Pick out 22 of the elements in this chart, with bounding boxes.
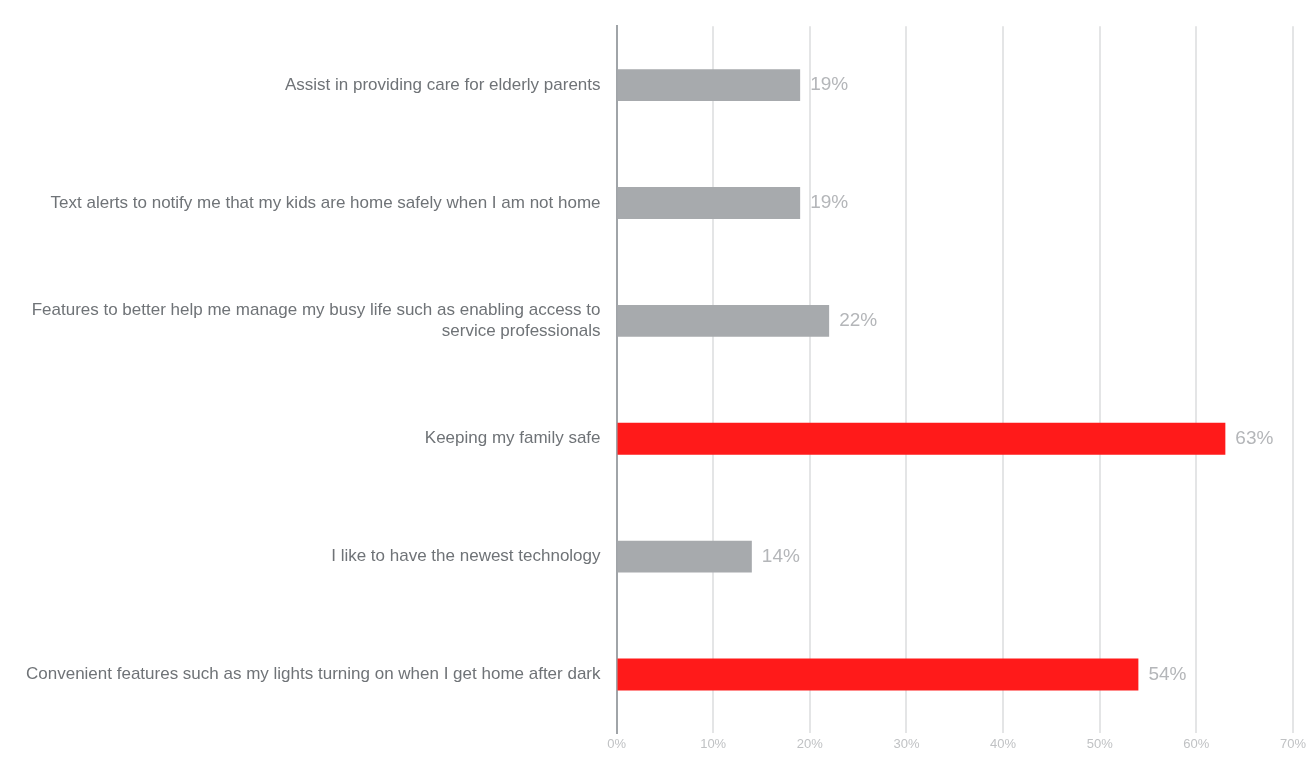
x-tick-label: 50% bbox=[1086, 735, 1114, 751]
x-tick-label: 10% bbox=[700, 735, 727, 751]
x-tick-label: 40% bbox=[990, 735, 1017, 751]
data-label: 14% bbox=[761, 544, 800, 566]
y-tick-label: Convenient features such as my lights turning on when I get home after dark bbox=[25, 664, 602, 684]
data-label: 19% bbox=[810, 191, 849, 213]
bar bbox=[617, 658, 1139, 691]
y-tick-label: I like to have the newest technology bbox=[331, 546, 602, 566]
y-tick-label: Text alerts to notify me that my kids are home safely when I am not home bbox=[50, 192, 601, 212]
data-label: 54% bbox=[1148, 662, 1187, 684]
y-tick-label: Assist in providing care for elderly parents bbox=[284, 74, 601, 94]
x-tick-label: 60% bbox=[1183, 735, 1210, 751]
y-tick-label: Keeping my family safe bbox=[424, 428, 601, 448]
data-label: 19% bbox=[810, 73, 849, 95]
x-tick-label: 70% bbox=[1279, 735, 1307, 751]
x-tick-label: 20% bbox=[796, 735, 824, 751]
bar bbox=[617, 422, 1226, 455]
data-label: 63% bbox=[1235, 426, 1274, 448]
x-tick-label: 0% bbox=[607, 735, 627, 751]
data-label: 22% bbox=[839, 309, 878, 331]
y-tick-label: Features to better help me manage my busy life such as enabling access to service professionals bbox=[31, 300, 601, 340]
x-tick-label: 30% bbox=[893, 735, 920, 751]
